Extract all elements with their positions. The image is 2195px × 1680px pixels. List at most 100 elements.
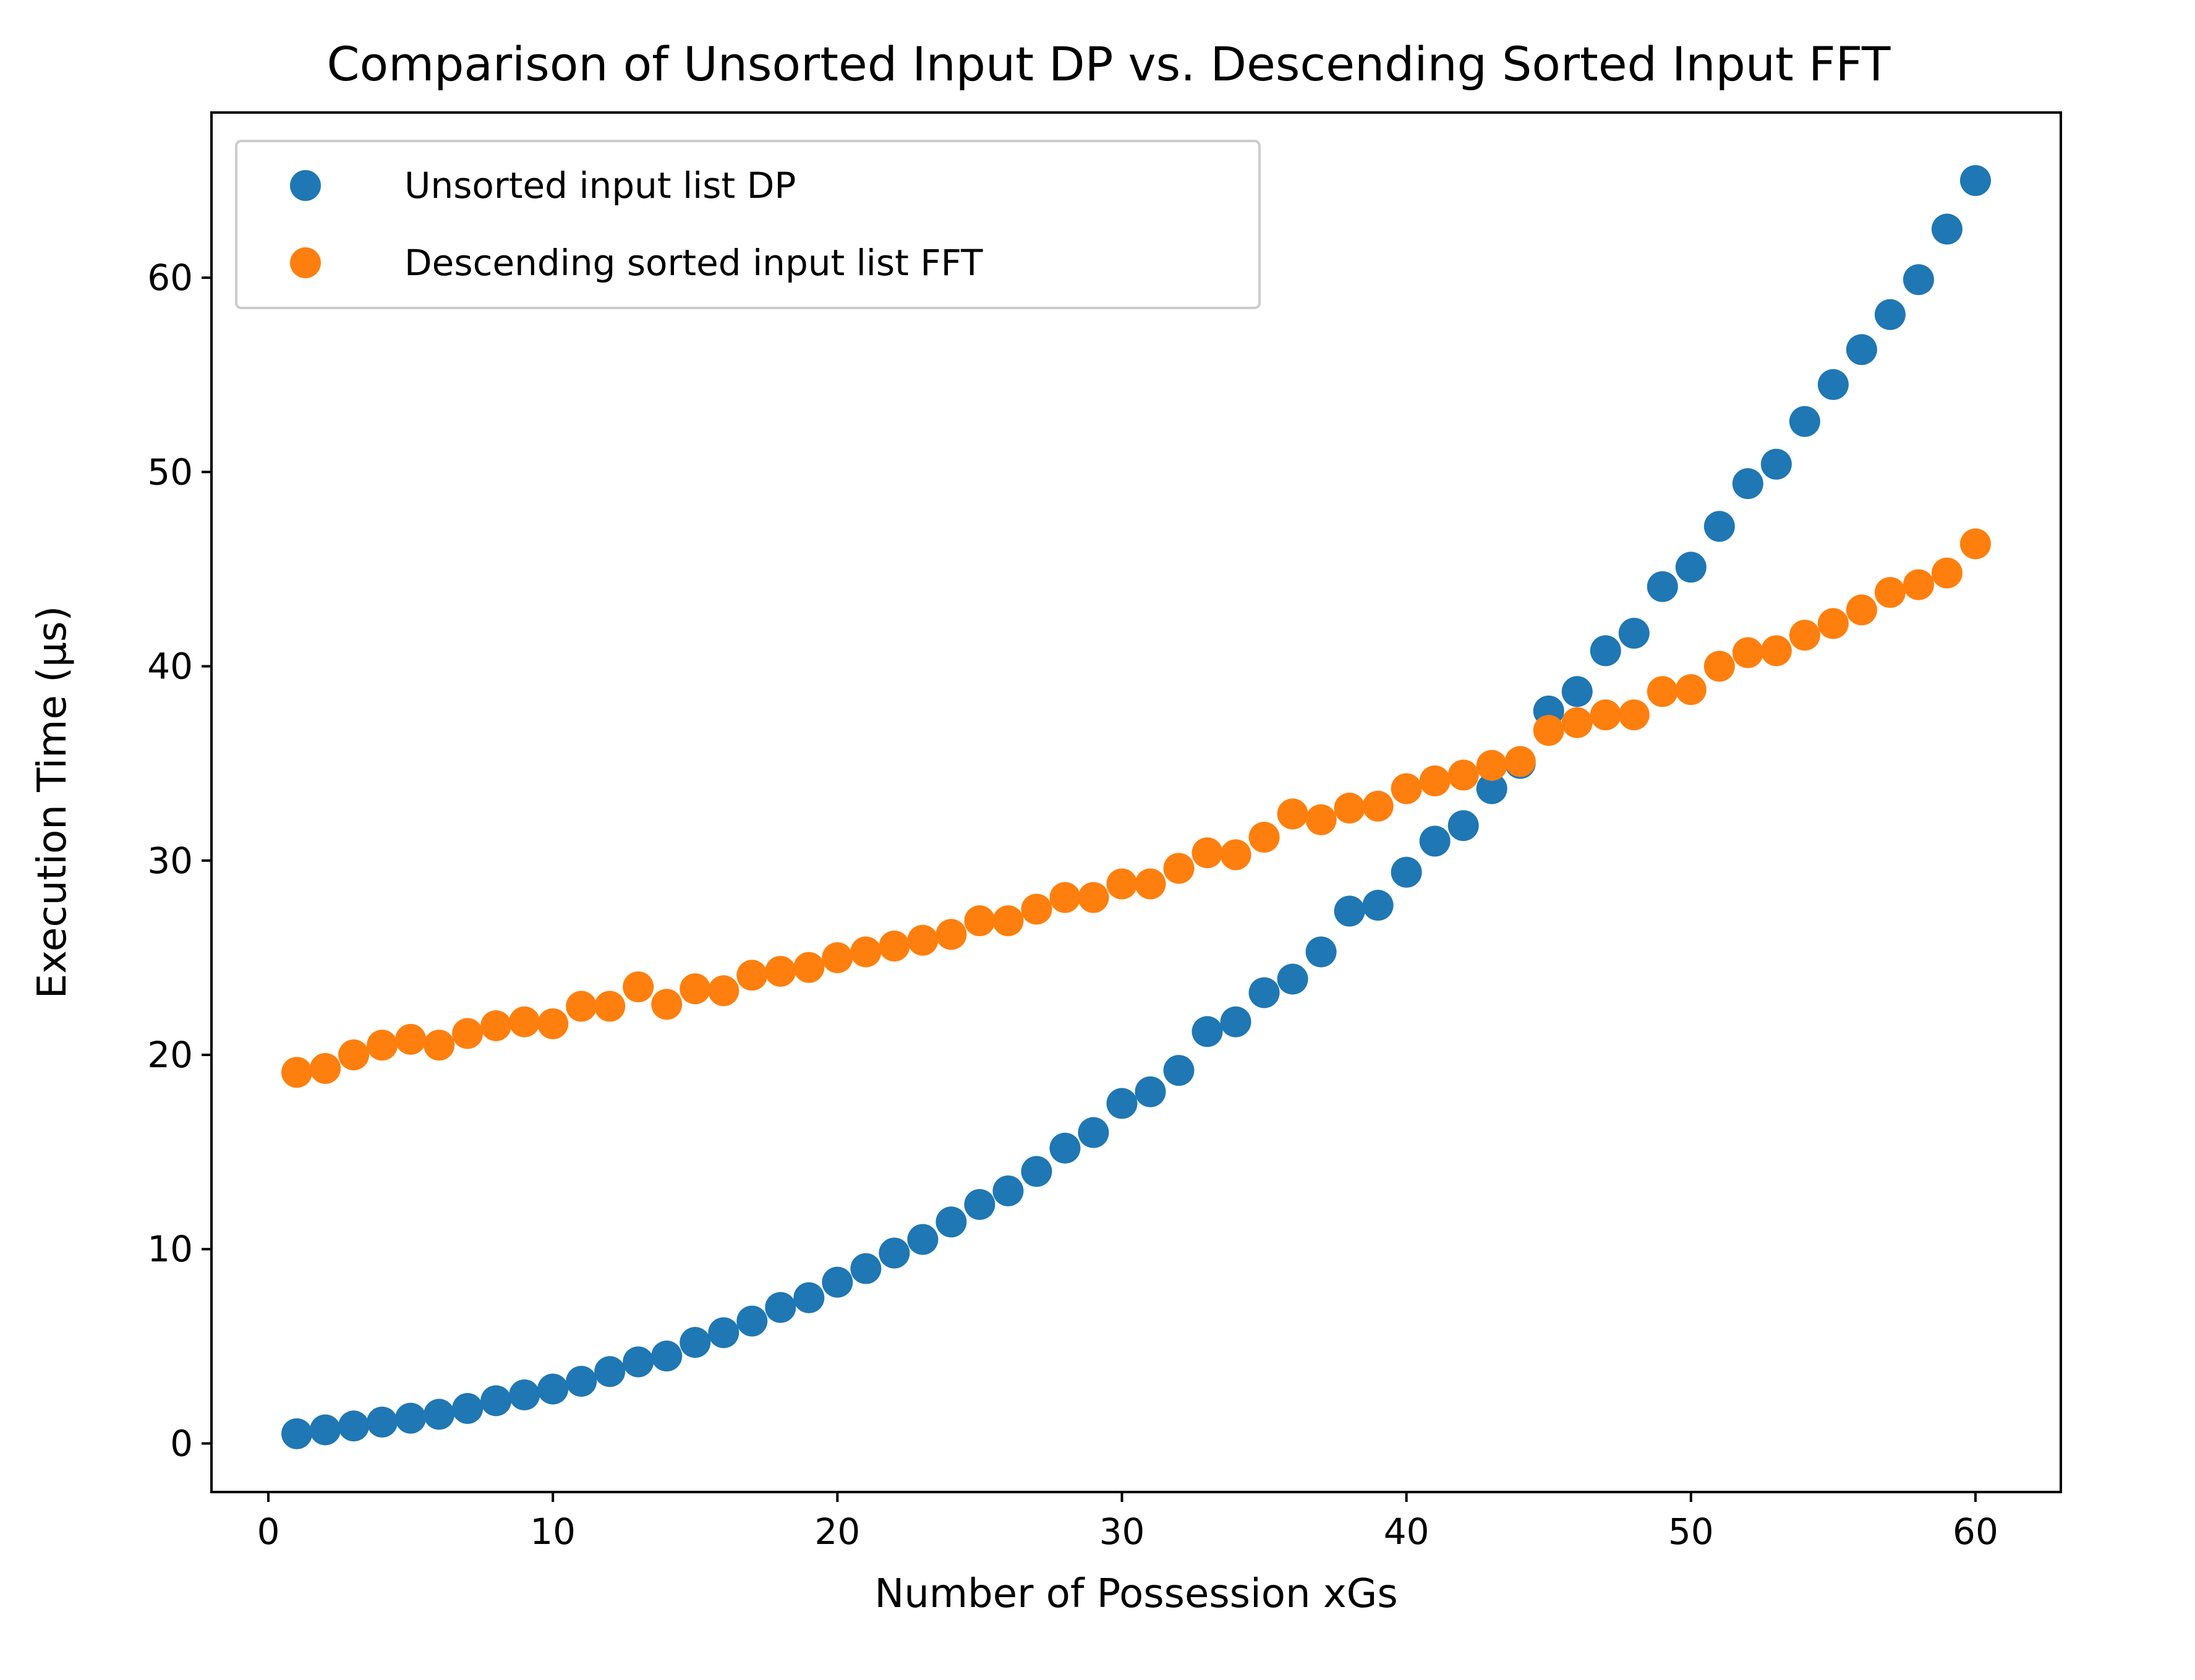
point-descending-fft — [1533, 715, 1564, 746]
point-unsorted-dp — [651, 1341, 683, 1372]
point-descending-fft — [1334, 792, 1365, 824]
y-tick-label: 20 — [147, 1034, 193, 1076]
point-unsorted-dp — [1931, 213, 1963, 245]
axes-frame — [210, 111, 2062, 1493]
y-tick-label: 10 — [147, 1228, 193, 1270]
legend: Unsorted input list DP Descending sorted … — [235, 140, 1261, 309]
point-unsorted-dp — [1135, 1076, 1166, 1107]
point-descending-fft — [879, 931, 910, 962]
point-unsorted-dp — [822, 1266, 853, 1298]
point-descending-fft — [907, 924, 939, 956]
point-unsorted-dp — [1561, 676, 1593, 707]
point-unsorted-dp — [1647, 571, 1678, 602]
point-descending-fft — [1618, 699, 1650, 731]
point-unsorted-dp — [1362, 890, 1394, 921]
point-descending-fft — [1789, 620, 1820, 651]
x-tick-label: 50 — [1668, 1511, 1714, 1553]
point-unsorted-dp — [1191, 1016, 1223, 1047]
point-unsorted-dp — [907, 1224, 939, 1255]
point-unsorted-dp — [537, 1373, 569, 1405]
point-unsorted-dp — [1021, 1156, 1052, 1187]
point-descending-fft — [736, 960, 768, 991]
point-unsorted-dp — [936, 1206, 967, 1238]
point-unsorted-dp — [793, 1282, 825, 1313]
x-tick-label: 60 — [1953, 1511, 1998, 1553]
point-unsorted-dp — [1049, 1132, 1081, 1164]
x-axis: 0 10 20 30 40 50 60 — [257, 1492, 1998, 1553]
point-descending-fft — [537, 1008, 569, 1039]
x-tick-label: 0 — [257, 1511, 280, 1553]
point-descending-fft — [480, 1010, 512, 1041]
point-descending-fft — [1362, 790, 1394, 822]
point-unsorted-dp — [452, 1392, 484, 1424]
y-tick-label: 0 — [170, 1422, 193, 1464]
point-descending-fft — [424, 1030, 455, 1061]
point-unsorted-dp — [1789, 406, 1820, 437]
point-unsorted-dp — [310, 1414, 341, 1446]
y-axis: 0 10 20 30 40 50 60 — [147, 257, 211, 1464]
y-tick-label: 50 — [147, 451, 193, 493]
point-descending-fft — [1106, 868, 1138, 900]
point-unsorted-dp — [281, 1418, 313, 1449]
point-unsorted-dp — [1163, 1055, 1195, 1086]
point-descending-fft — [452, 1018, 484, 1049]
point-unsorted-dp — [1675, 552, 1707, 583]
legend-box — [235, 140, 1261, 309]
point-unsorted-dp — [338, 1410, 370, 1442]
point-descending-fft — [1248, 822, 1280, 853]
point-unsorted-dp — [879, 1237, 910, 1269]
point-descending-fft — [850, 936, 882, 968]
point-unsorted-dp — [1334, 895, 1365, 927]
point-descending-fft — [1817, 608, 1849, 639]
point-unsorted-dp — [1817, 369, 1849, 400]
point-unsorted-dp — [367, 1406, 398, 1438]
legend-label: Unsorted input list DP — [404, 164, 796, 207]
point-unsorted-dp — [1903, 264, 1934, 296]
point-unsorted-dp — [850, 1253, 882, 1284]
point-descending-fft — [1959, 528, 1991, 560]
point-descending-fft — [594, 991, 626, 1022]
legend-marker — [290, 170, 321, 201]
point-descending-fft — [1191, 837, 1223, 869]
x-tick-label: 20 — [814, 1511, 860, 1553]
point-unsorted-dp — [708, 1317, 739, 1349]
point-descending-fft — [1476, 749, 1507, 781]
point-descending-fft — [1874, 577, 1906, 608]
point-descending-fft — [1049, 882, 1081, 913]
point-descending-fft — [1504, 746, 1536, 777]
y-tick-label: 30 — [147, 840, 193, 882]
point-descending-fft — [566, 991, 597, 1022]
point-descending-fft — [281, 1057, 313, 1088]
point-descending-fft — [367, 1030, 398, 1061]
point-unsorted-dp — [480, 1385, 512, 1417]
point-descending-fft — [509, 1006, 540, 1038]
point-descending-fft — [1675, 674, 1707, 706]
point-descending-fft — [708, 975, 739, 1007]
point-descending-fft — [936, 919, 967, 950]
point-unsorted-dp — [1220, 1006, 1251, 1038]
y-tick-label: 60 — [147, 257, 193, 299]
legend-label: Descending sorted input list FFT — [404, 242, 983, 284]
point-unsorted-dp — [594, 1356, 626, 1388]
point-unsorted-dp — [1277, 963, 1308, 995]
x-axis-label: Number of Possession xGs — [874, 1571, 1397, 1617]
point-unsorted-dp — [1959, 164, 1991, 196]
point-unsorted-dp — [1419, 825, 1451, 857]
point-unsorted-dp — [1447, 810, 1479, 842]
point-descending-fft — [1903, 569, 1934, 600]
point-unsorted-dp — [1305, 936, 1337, 968]
point-descending-fft — [1846, 594, 1877, 626]
point-descending-fft — [1021, 893, 1052, 925]
point-unsorted-dp — [1391, 856, 1422, 888]
point-unsorted-dp — [765, 1292, 796, 1323]
point-descending-fft — [992, 905, 1024, 937]
point-descending-fft — [1703, 650, 1735, 682]
point-unsorted-dp — [1874, 299, 1906, 330]
chart-title: Comparison of Unsorted Input DP vs. Desc… — [327, 36, 1891, 92]
point-unsorted-dp — [424, 1399, 455, 1430]
y-axis-label: Execution Time (μs) — [30, 606, 75, 999]
point-unsorted-dp — [964, 1188, 995, 1220]
point-unsorted-dp — [680, 1327, 711, 1358]
point-descending-fft — [338, 1039, 370, 1070]
point-descending-fft — [1732, 637, 1763, 668]
